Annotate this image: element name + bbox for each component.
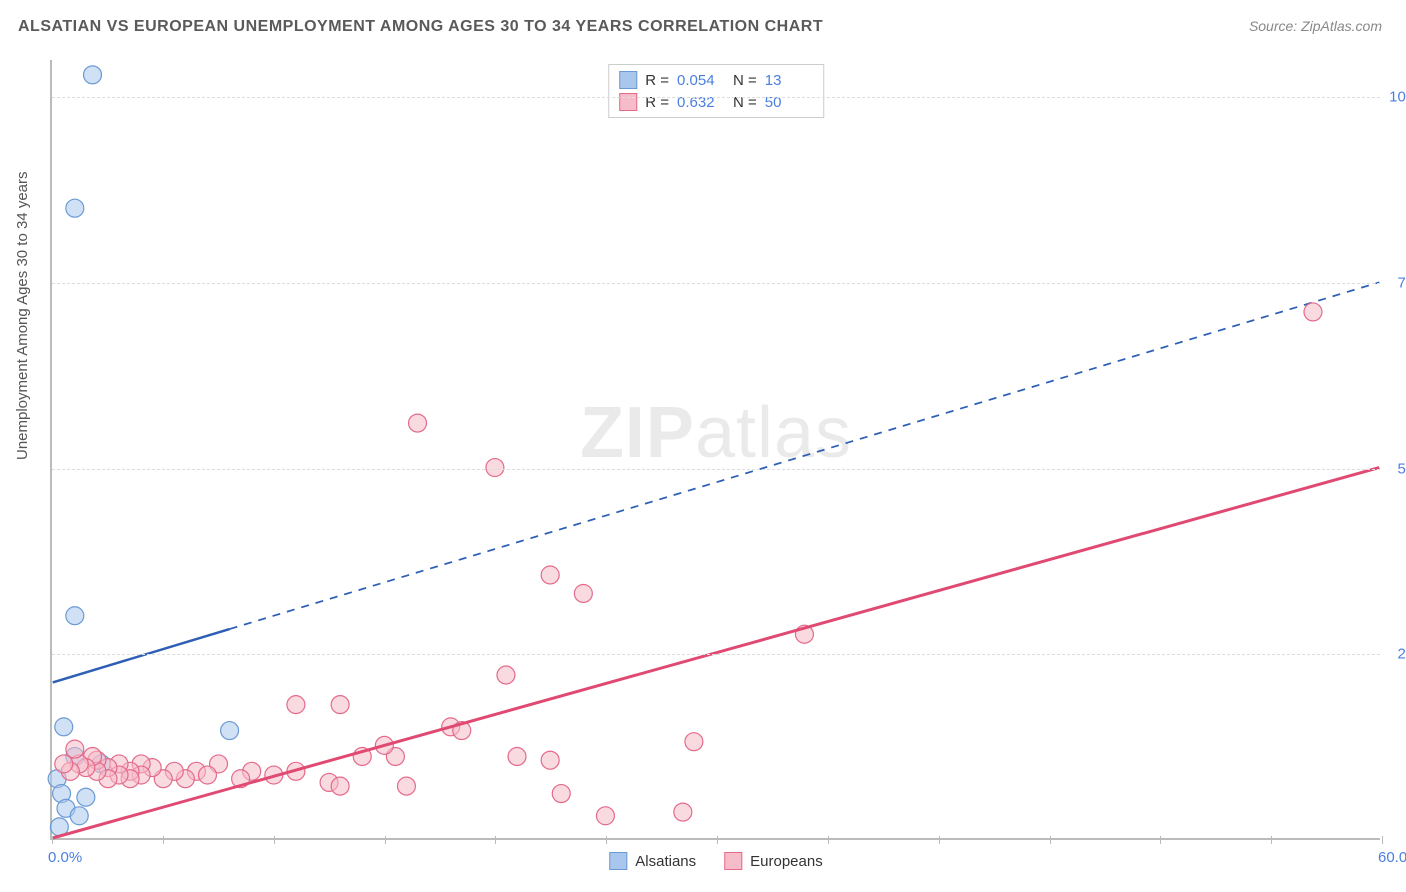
data-point [84, 66, 102, 84]
x-tick-label: 0.0% [48, 849, 82, 866]
trend-line [53, 629, 230, 682]
x-tick [717, 836, 718, 844]
r-label: R = [645, 94, 669, 111]
r-value: 0.632 [677, 94, 725, 111]
legend-label: Europeans [750, 853, 823, 870]
n-value: 50 [765, 94, 813, 111]
x-tick [163, 836, 164, 844]
y-tick-label: 75.0% [1385, 274, 1406, 291]
gridline [52, 469, 1380, 470]
x-tick [606, 836, 607, 844]
y-tick-label: 100.0% [1385, 89, 1406, 106]
x-tick [1050, 836, 1051, 844]
data-point [409, 414, 427, 432]
data-point [552, 785, 570, 803]
data-point [287, 696, 305, 714]
y-tick-label: 50.0% [1385, 460, 1406, 477]
x-tick [1382, 836, 1383, 844]
y-axis-label: Unemployment Among Ages 30 to 34 years [14, 171, 31, 460]
data-point [221, 722, 239, 740]
source-attribution: Source: ZipAtlas.com [1249, 18, 1382, 34]
legend-swatch [609, 852, 627, 870]
trend-line-extrapolated [230, 282, 1380, 629]
data-point [674, 803, 692, 821]
x-tick [52, 836, 53, 844]
data-point [685, 733, 703, 751]
x-tick [385, 836, 386, 844]
data-point [66, 740, 84, 758]
legend-stat-row: R = 0.632 N = 50 [619, 91, 813, 113]
n-label: N = [733, 72, 757, 89]
n-value: 13 [765, 72, 813, 89]
data-point [508, 748, 526, 766]
data-point [66, 607, 84, 625]
x-tick-label: 60.0% [1378, 849, 1406, 866]
y-tick-label: 25.0% [1385, 646, 1406, 663]
data-point [331, 777, 349, 795]
data-point [574, 585, 592, 603]
r-value: 0.054 [677, 72, 725, 89]
series-legend: Alsatians Europeans [609, 852, 822, 870]
legend-item: Alsatians [609, 852, 696, 870]
x-tick [1271, 836, 1272, 844]
legend-swatch [724, 852, 742, 870]
legend-stat-row: R = 0.054 N = 13 [619, 69, 813, 91]
trend-line [53, 468, 1380, 838]
data-point [1304, 303, 1322, 321]
x-tick [828, 836, 829, 844]
x-tick [939, 836, 940, 844]
gridline [52, 283, 1380, 284]
gridline [52, 654, 1380, 655]
data-point [55, 718, 73, 736]
x-tick [495, 836, 496, 844]
legend-swatch [619, 93, 637, 111]
correlation-legend: R = 0.054 N = 13 R = 0.632 N = 50 [608, 64, 824, 118]
data-point [486, 459, 504, 477]
data-point [541, 751, 559, 769]
data-point [497, 666, 515, 684]
plot-area: ZIPatlas R =0.054N =13R =0.632N =50 Alsa… [50, 60, 1380, 840]
data-point [596, 807, 614, 825]
data-point [541, 566, 559, 584]
data-point [66, 199, 84, 217]
x-tick [274, 836, 275, 844]
chart-svg [52, 60, 1380, 838]
legend-item: Europeans [724, 852, 823, 870]
legend-swatch [619, 71, 637, 89]
gridline [52, 97, 1380, 98]
data-point [70, 807, 88, 825]
chart-title: ALSATIAN VS EUROPEAN UNEMPLOYMENT AMONG … [18, 18, 823, 36]
x-tick [1160, 836, 1161, 844]
data-point [198, 766, 216, 784]
n-label: N = [733, 94, 757, 111]
r-label: R = [645, 72, 669, 89]
data-point [55, 755, 73, 773]
legend-label: Alsatians [635, 853, 696, 870]
data-point [77, 788, 95, 806]
data-point [331, 696, 349, 714]
data-point [397, 777, 415, 795]
